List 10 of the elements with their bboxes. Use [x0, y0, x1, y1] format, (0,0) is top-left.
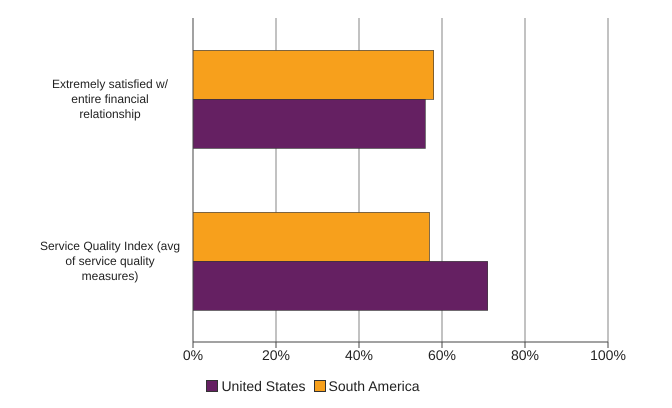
- legend-label: South America: [328, 378, 420, 394]
- y-tick-label: Service Quality Index (avg of service quality measures): [40, 239, 180, 283]
- y-tick-label: Extremely satisfied w/ entire financial relationship: [52, 77, 169, 121]
- legend-label: United States: [220, 378, 306, 394]
- x-tick-label: 20%: [262, 346, 290, 363]
- x-tick-label: 40%: [344, 346, 374, 363]
- x-tick-label: 80%: [510, 346, 540, 363]
- x-tick-label: 100%: [590, 346, 626, 363]
- x-tick-label: 60%: [428, 346, 456, 363]
- x-tick-label: 0%: [182, 346, 204, 363]
